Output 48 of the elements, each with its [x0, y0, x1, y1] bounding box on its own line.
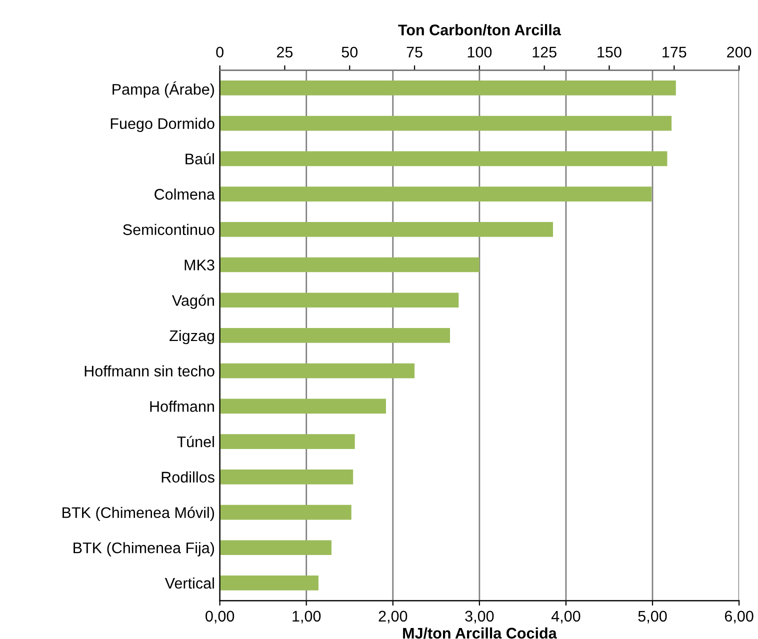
x-tick-label: 6,00	[724, 610, 754, 624]
bar	[220, 504, 352, 520]
x2-tick-label: 50	[342, 46, 358, 58]
x2-tick-label: 125	[532, 46, 556, 58]
x-axis-title: MJ/ton Arcilla Cocida	[403, 627, 557, 639]
x2-tick-label: 25	[276, 46, 293, 58]
y-tick-label: Túnel	[177, 436, 214, 448]
y-tick-label: Colmena	[154, 188, 215, 200]
x2-tick-label: 200	[727, 46, 752, 58]
x-tick-label: 4,00	[551, 610, 580, 624]
y-tick-label: Zigzag	[170, 330, 214, 344]
x-tick-label: 3,00	[465, 610, 494, 624]
y-tick-label: BTK (Chimenea Móvil)	[62, 506, 214, 522]
y-tick-label: Hoffmann	[150, 400, 214, 412]
bar	[220, 576, 318, 590]
x2-tick-label: 0	[216, 46, 224, 58]
x-tick-label: 2,00	[378, 610, 408, 624]
bar	[220, 80, 676, 96]
y-tick-label: Baúl	[186, 152, 214, 164]
bar	[220, 151, 668, 166]
bar	[220, 363, 415, 378]
y-tick-label: Vagón	[172, 294, 214, 309]
y-tick-label: Hoffmann sin techo	[84, 365, 214, 377]
x2-tick-label: 100	[468, 46, 492, 58]
y-tick-label: Fuego Dormido	[110, 118, 214, 132]
y-tick-label: MK3	[184, 260, 214, 270]
bar	[220, 469, 354, 484]
bar	[220, 434, 355, 449]
x-tick-label: 1,00	[292, 610, 321, 624]
y-tick-label: Rodillos	[162, 471, 214, 483]
x2-tick-label: 75	[406, 46, 422, 58]
x-tick-label: 0,00	[206, 610, 234, 624]
x2-tick-label: 150	[598, 46, 622, 58]
x2-axis-title: Ton Carbon/ton Arcilla	[398, 24, 562, 36]
y-tick-label: BTK (Chimenea Fija)	[74, 542, 214, 556]
bar	[220, 116, 672, 131]
bar	[220, 186, 652, 202]
bar	[220, 398, 386, 414]
bar	[220, 222, 553, 237]
bar	[220, 540, 332, 556]
y-tick-label: Semicontinuo	[123, 224, 214, 236]
bar	[220, 292, 459, 308]
y-tick-label: Vertical	[164, 577, 214, 589]
bar	[220, 257, 480, 272]
x2-tick-label: 175	[662, 46, 686, 58]
x-tick-label: 5,00	[638, 610, 667, 624]
bar	[220, 328, 450, 343]
y-tick-label: Pampa (Árabe)	[112, 81, 214, 98]
